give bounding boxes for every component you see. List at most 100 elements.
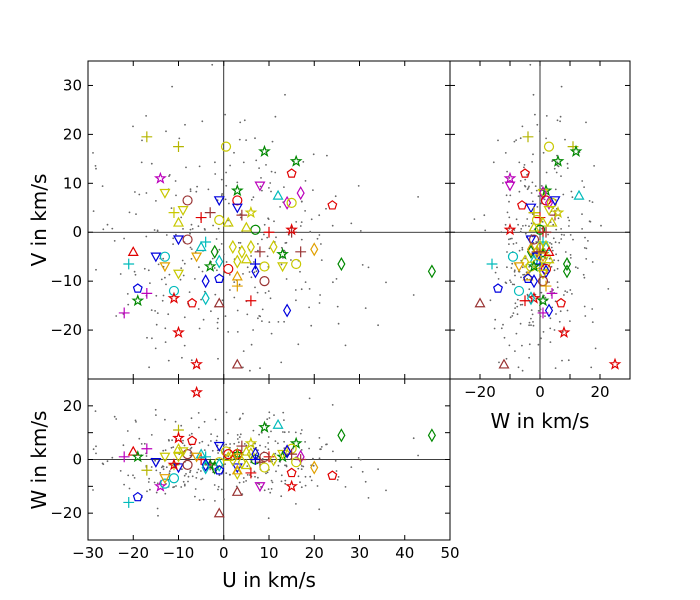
field-star: [318, 214, 321, 217]
field-star: [274, 171, 277, 174]
field-star: [221, 299, 224, 302]
field-star: [500, 231, 503, 234]
field-star: [588, 200, 591, 202]
field-star: [92, 448, 95, 451]
field-star: [417, 196, 419, 198]
star-marker-50: [240, 445, 252, 456]
star-marker-75: [556, 297, 566, 308]
field-star: [179, 278, 182, 281]
field-star: [526, 174, 528, 176]
field-star: [181, 356, 183, 359]
field-star: [236, 438, 239, 440]
star-marker-82: [231, 485, 243, 496]
field-star: [554, 367, 557, 369]
field-star: [282, 411, 285, 414]
field-star: [227, 331, 230, 333]
field-star: [189, 454, 192, 457]
field-star: [225, 184, 228, 187]
field-star: [233, 442, 236, 445]
field-star: [269, 491, 272, 494]
field-star: [361, 264, 364, 266]
field-star: [182, 274, 185, 277]
field-star: [519, 322, 522, 325]
field-star: [263, 489, 266, 492]
field-star: [242, 350, 245, 352]
star-marker-39: [246, 239, 255, 254]
field-star: [516, 313, 519, 316]
field-star: [162, 465, 165, 468]
field-star: [569, 234, 572, 236]
field-star: [224, 463, 227, 465]
field-star: [506, 251, 508, 253]
field-star: [519, 180, 522, 182]
field-star: [175, 194, 177, 197]
field-star: [154, 408, 157, 411]
field-star: [367, 266, 370, 269]
field-star: [536, 206, 539, 208]
field-star: [258, 433, 260, 436]
star-marker-1: [173, 141, 184, 153]
star-marker-18: [231, 203, 243, 214]
field-star: [201, 477, 204, 480]
y-tick-label: 0: [72, 451, 82, 469]
star-marker-47: [537, 252, 549, 263]
field-star: [320, 259, 323, 261]
field-star: [224, 198, 227, 201]
field-star: [295, 299, 297, 302]
y-tick-label: −10: [50, 272, 82, 290]
field-star: [506, 211, 509, 214]
field-star: [593, 165, 595, 167]
field-star: [569, 289, 572, 291]
field-star: [585, 247, 588, 250]
field-star: [165, 234, 168, 236]
star-marker-9: [230, 183, 244, 197]
field-star: [537, 310, 540, 312]
field-star: [280, 246, 283, 249]
field-star: [148, 477, 151, 480]
field-star: [260, 177, 262, 179]
field-star: [520, 276, 522, 279]
star-marker-36: [526, 244, 536, 259]
field-star: [280, 474, 283, 477]
field-star: [331, 224, 334, 227]
field-star: [350, 222, 353, 225]
field-star: [559, 310, 562, 313]
field-star: [591, 308, 594, 310]
star-marker-6: [154, 479, 167, 492]
field-star: [539, 315, 542, 318]
star-marker-4: [289, 154, 303, 167]
field-star: [520, 228, 523, 230]
field-star: [189, 448, 192, 450]
star-marker-66: [259, 451, 270, 462]
field-star: [320, 448, 322, 451]
field-star: [211, 257, 214, 260]
star-marker-46: [159, 478, 171, 489]
field-star: [256, 291, 259, 294]
field-star: [239, 121, 242, 124]
field-star: [223, 253, 225, 256]
field-star: [102, 228, 105, 231]
field-star: [171, 85, 174, 88]
field-star: [113, 240, 116, 242]
field-star: [297, 467, 300, 470]
field-star: [532, 153, 534, 156]
field-star: [511, 262, 514, 265]
field-star: [95, 167, 97, 170]
field-star: [237, 441, 240, 444]
field-star: [263, 223, 266, 226]
star-marker-11: [296, 186, 305, 201]
field-star: [167, 313, 170, 316]
field-star: [228, 273, 231, 276]
field-star: [198, 266, 200, 269]
field-star: [183, 444, 186, 447]
star-marker-4: [551, 154, 565, 167]
star-marker-3: [258, 144, 271, 157]
field-star: [270, 190, 272, 193]
star-marker-67: [201, 274, 210, 289]
x-tick-label: 0: [535, 383, 545, 401]
field-star: [190, 248, 193, 251]
star-marker-5: [286, 168, 297, 178]
field-star: [566, 167, 569, 170]
field-star: [270, 479, 273, 482]
field-star: [149, 488, 151, 491]
